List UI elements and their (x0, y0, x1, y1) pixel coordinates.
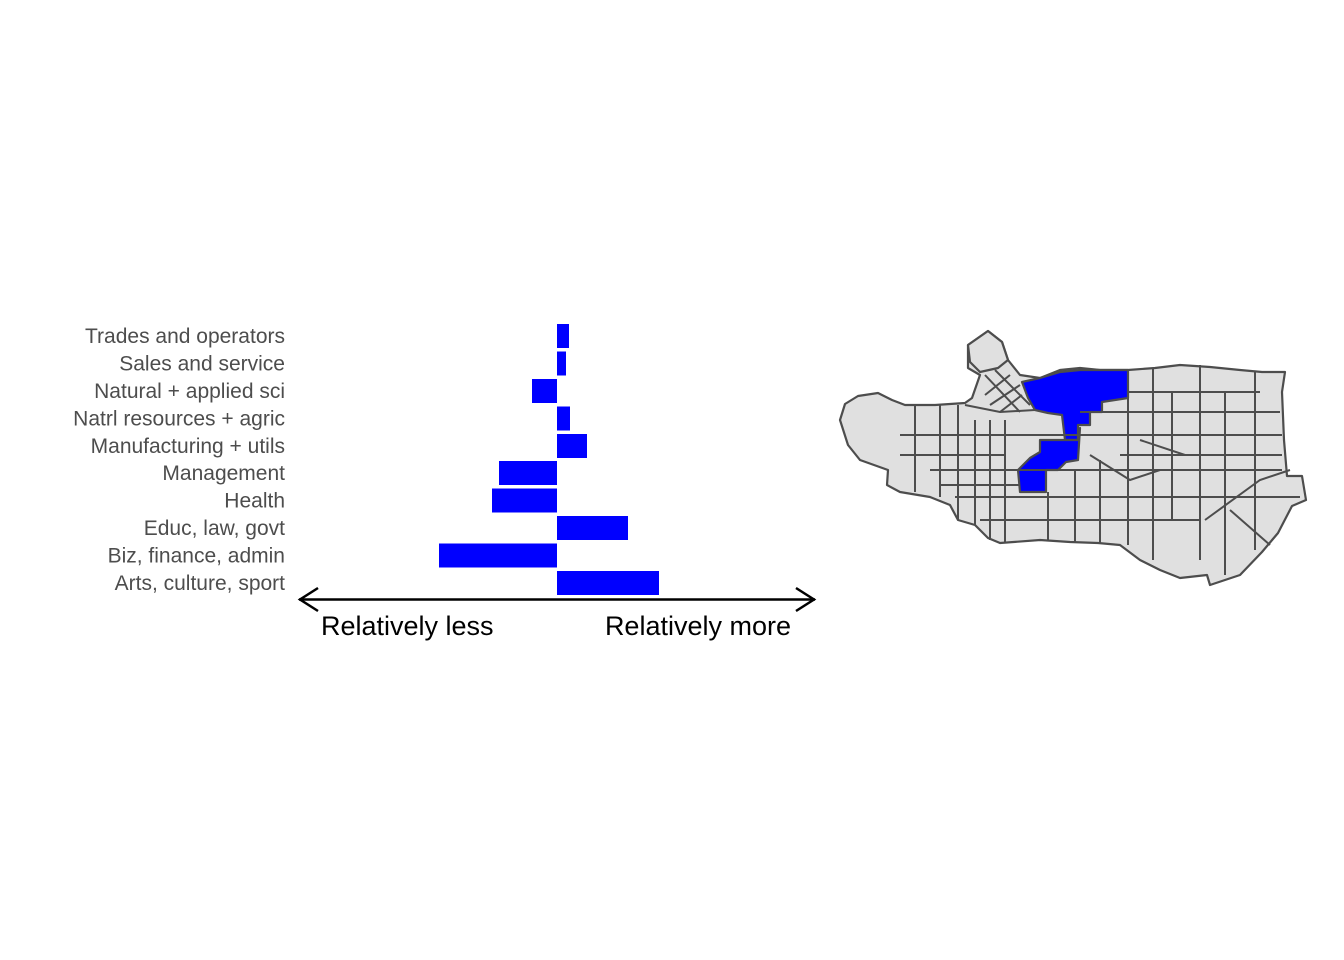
bar-health (492, 488, 557, 513)
bar-management (499, 461, 557, 486)
bar-arts-culture-sport (557, 570, 659, 595)
relatively-more-label: Relatively more (605, 611, 791, 641)
bar-chart-panel: Trades and operators Sales and service Nat… (73, 324, 817, 641)
direction-arrow (297, 586, 817, 613)
category-label: Biz, finance, admin (108, 545, 285, 568)
census-tract-map (838, 329, 1308, 587)
category-label: Trades and operators (85, 325, 285, 348)
category-label: Health (224, 490, 285, 513)
bar-biz-finance-admin (439, 543, 557, 568)
relatively-less-label: Relatively less (321, 611, 494, 641)
bar-trades-and-operators (557, 324, 569, 348)
park-area (966, 329, 1010, 374)
bars (439, 324, 659, 595)
arrow-head-right (795, 586, 817, 613)
category-label: Management (162, 462, 285, 485)
category-label: Natrl resources + agric (73, 407, 285, 430)
tract-boundaries (900, 365, 1300, 575)
bar-manufacturing-utils (557, 433, 587, 458)
bar-sales-and-service (557, 351, 566, 376)
bar-natural-applied-sci (532, 378, 557, 403)
bar-educ-law-govt (557, 516, 628, 541)
bar-natrl-resources-agric (557, 406, 570, 431)
category-label: Sales and service (119, 352, 285, 375)
category-label: Manufacturing + utils (91, 435, 285, 458)
category-label: Arts, culture, sport (115, 572, 286, 595)
arrow-head-left (297, 586, 319, 613)
category-label: Natural + applied sci (94, 380, 285, 403)
category-label: Educ, law, govt (144, 517, 285, 540)
category-labels: Trades and operators Sales and service Nat… (73, 325, 285, 595)
